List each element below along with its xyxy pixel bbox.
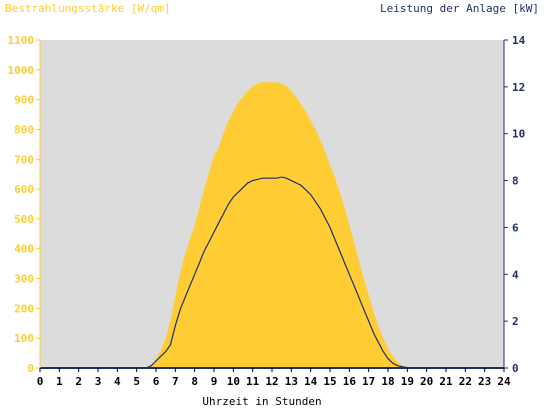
left-axis-title: Bestrahlungsstärke [W/qm] <box>5 2 171 15</box>
left-tick-label: 1000 <box>8 64 35 77</box>
power-line <box>40 176 504 369</box>
right-tick-label: 4 <box>512 268 519 281</box>
x-tick-label: 8 <box>191 375 198 388</box>
x-tick-label: 20 <box>420 375 433 388</box>
x-tick-label: 17 <box>362 375 375 388</box>
x-tick-label: 1 <box>56 375 63 388</box>
left-tick-label: 800 <box>14 123 34 136</box>
x-tick-label: 23 <box>478 375 491 388</box>
right-tick-label: 14 <box>512 34 526 47</box>
x-axis-ticks: 0 1 2 3 4 5 6 7 8 9 10 11 12 13 14 15 16 17 18 19 20 21 22 23 24 <box>37 368 511 388</box>
irradiance-area <box>40 82 504 369</box>
left-tick-label: 500 <box>14 213 34 226</box>
x-tick-label: 3 <box>95 375 102 388</box>
x-tick-label: 10 <box>227 375 240 388</box>
x-tick-label: 6 <box>153 375 160 388</box>
right-tick-label: 6 <box>512 221 519 234</box>
right-axis-ticks: 0 2 4 6 8 10 12 14 <box>504 34 526 375</box>
right-axis-title: Leistung der Anlage [kW] <box>380 2 539 15</box>
left-tick-label: 900 <box>14 94 34 107</box>
x-tick-label: 21 <box>439 375 453 388</box>
x-tick-label: 16 <box>343 375 357 388</box>
left-tick-label: 100 <box>14 332 34 345</box>
x-tick-label: 13 <box>285 375 298 388</box>
left-tick-label: 300 <box>14 273 34 286</box>
x-tick-label: 9 <box>211 375 218 388</box>
x-tick-label: 2 <box>75 375 82 388</box>
right-tick-label: 0 <box>512 362 519 375</box>
right-tick-label: 8 <box>512 175 519 188</box>
left-tick-label: 200 <box>14 302 34 315</box>
x-tick-label: 0 <box>37 375 44 388</box>
x-tick-label: 18 <box>381 375 394 388</box>
x-tick-label: 12 <box>265 375 278 388</box>
right-tick-label: 10 <box>512 128 525 141</box>
x-tick-label: 15 <box>323 375 336 388</box>
x-tick-label: 5 <box>133 375 140 388</box>
x-tick-label: 19 <box>401 375 414 388</box>
left-tick-label: 1100 <box>8 34 35 47</box>
x-axis-label: Uhrzeit in Stunden <box>202 395 321 408</box>
x-tick-label: 24 <box>497 375 511 388</box>
x-tick-label: 7 <box>172 375 179 388</box>
left-axis-ticks: 0 100 200 300 400 500 600 700 800 900 1000 1100 <box>8 34 40 375</box>
left-tick-label: 400 <box>14 243 34 256</box>
x-tick-label: 14 <box>304 375 318 388</box>
right-tick-label: 2 <box>512 315 519 328</box>
left-tick-label: 0 <box>27 362 34 375</box>
x-tick-label: 11 <box>246 375 260 388</box>
x-tick-label: 4 <box>114 375 121 388</box>
right-tick-label: 12 <box>512 81 525 94</box>
x-tick-label: 22 <box>459 375 472 388</box>
left-tick-label: 600 <box>14 183 34 196</box>
left-tick-label: 700 <box>14 153 34 166</box>
